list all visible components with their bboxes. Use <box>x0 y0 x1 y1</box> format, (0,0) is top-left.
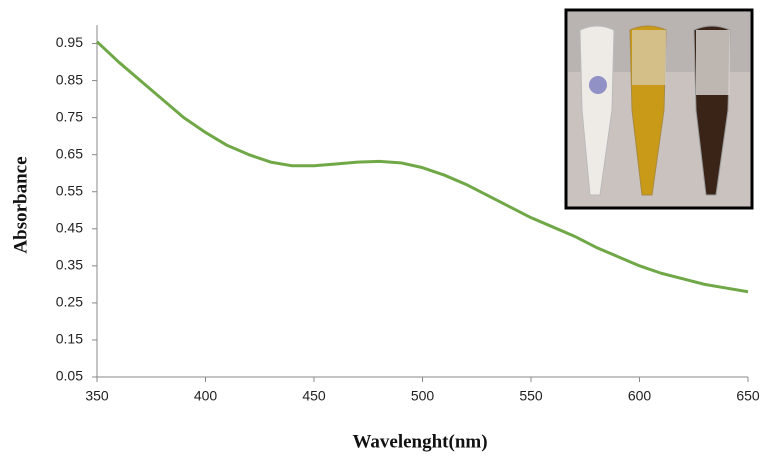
y-tick-label: 0.35 <box>56 257 83 273</box>
y-tick-label: 0.85 <box>56 71 83 87</box>
y-tick-label: 0.05 <box>56 368 83 384</box>
y-tick-label: 0.95 <box>56 34 83 50</box>
x-tick-label: 500 <box>411 388 435 404</box>
y-tick-label: 0.25 <box>56 294 83 310</box>
x-tick-label: 550 <box>519 388 543 404</box>
x-tick-label: 650 <box>736 388 760 404</box>
inset-photo <box>564 8 754 210</box>
y-tick-label: 0.45 <box>56 219 83 235</box>
y-tick-label: 0.15 <box>56 331 83 347</box>
x-tick-label: 600 <box>628 388 652 404</box>
y-tick-label: 0.65 <box>56 145 83 161</box>
y-tick-label: 0.75 <box>56 108 83 124</box>
x-tick-label: 450 <box>302 388 326 404</box>
x-tick-label: 400 <box>194 388 218 404</box>
y-tick-label: 0.55 <box>56 182 83 198</box>
x-tick-label: 350 <box>85 388 109 404</box>
x-axis-title: Wavelenght(nm) <box>352 431 487 452</box>
line-series <box>95 40 749 294</box>
y-axis-title: Absorbance <box>10 156 31 253</box>
